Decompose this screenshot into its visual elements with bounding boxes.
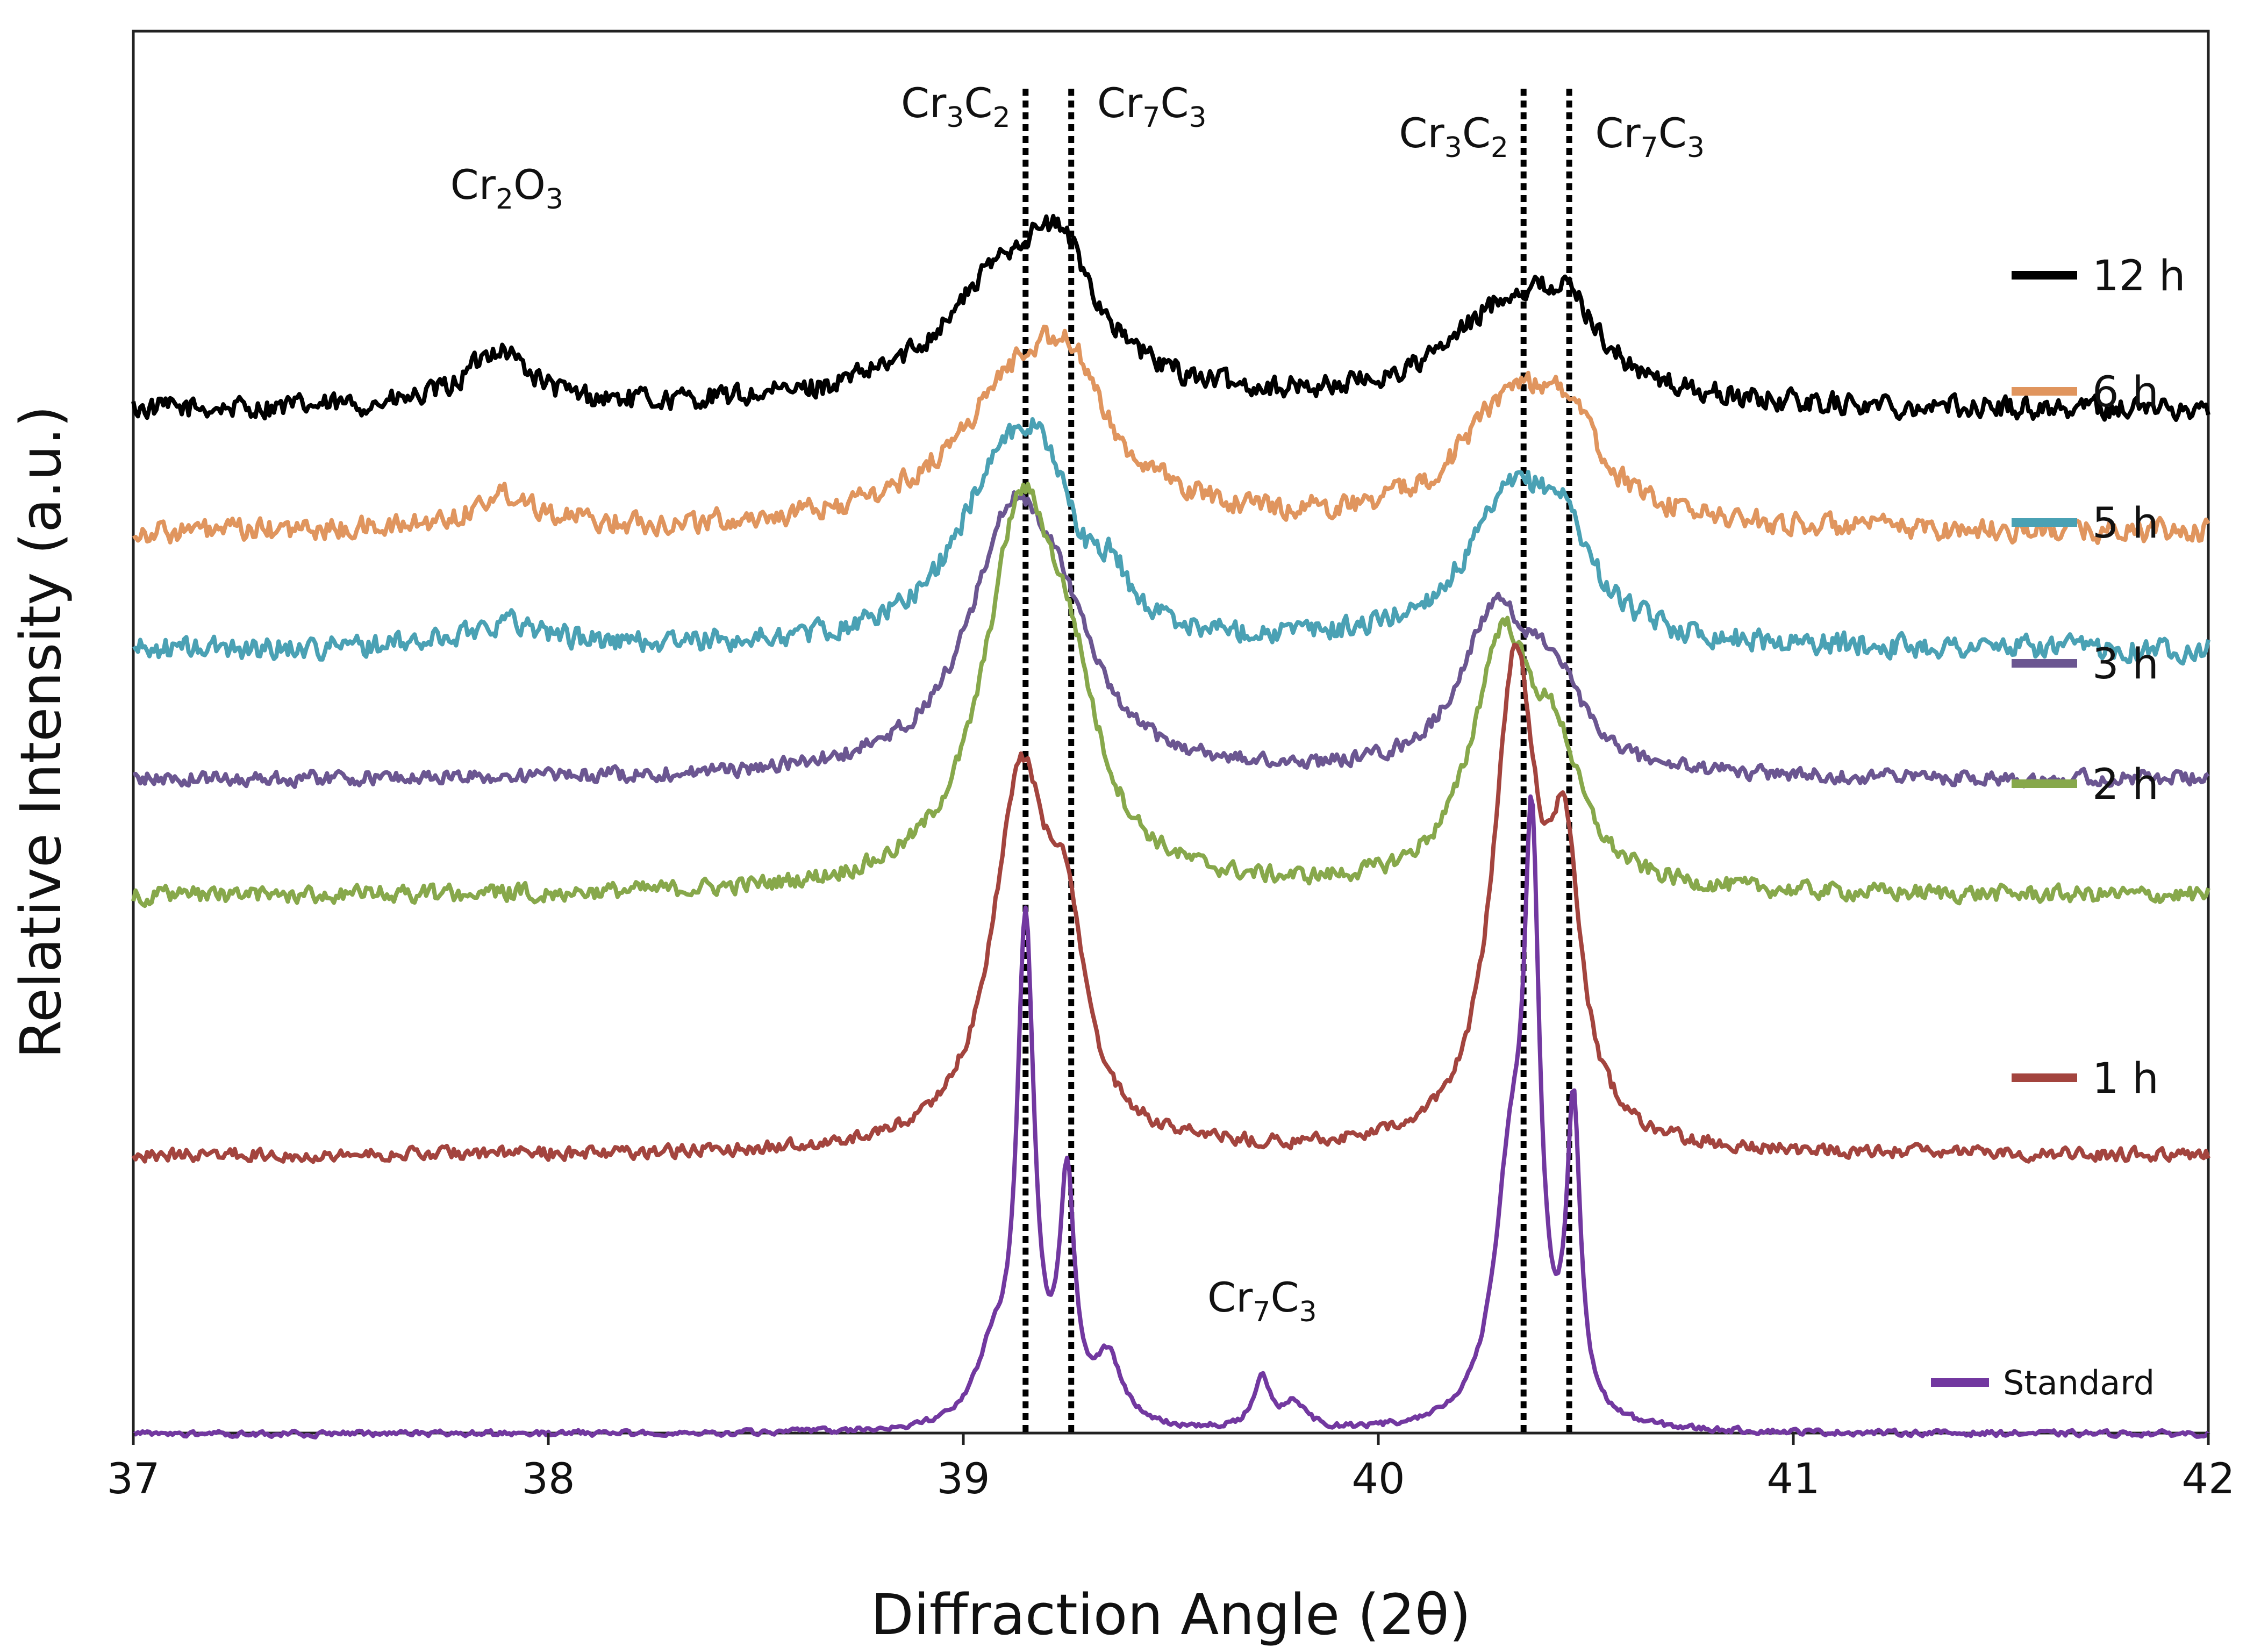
legend-label: 6 h xyxy=(2092,368,2159,417)
legend-label: 1 h xyxy=(2092,1055,2159,1103)
x-tick-label: 39 xyxy=(936,1455,990,1503)
series-line-6-h xyxy=(132,324,2210,545)
phase-label: Cr7C3 xyxy=(1595,109,1705,164)
peak-annotation-label: Cr2O3 xyxy=(450,161,563,216)
plot-frame xyxy=(132,30,2210,1435)
phase-label: Cr3C2 xyxy=(1399,109,1508,164)
legend-label: 2 h xyxy=(2092,761,2159,809)
y-axis-title: Relative Intensity (a.u.) xyxy=(8,405,74,1058)
series-line-standard xyxy=(132,794,2210,1440)
phase-label: Cr3C2 xyxy=(901,79,1011,134)
legend-label: Standard xyxy=(2003,1363,2155,1402)
series-layer xyxy=(131,213,2210,1440)
x-axis-title: Diffraction Angle (2θ) xyxy=(871,1582,1471,1647)
series-line-3-h xyxy=(132,490,2210,789)
legend-label: 12 h xyxy=(2092,252,2185,300)
x-tick-label: 38 xyxy=(521,1455,575,1503)
series-line-1-h xyxy=(131,642,2210,1164)
phase-label: Cr7C3 xyxy=(1097,79,1207,134)
peak-annotation-label: Cr7C3 xyxy=(1207,1273,1317,1328)
annotation-layer: Cr3C2 Cr7C3 Cr3C2 Cr7C3 Cr2O3 Cr7C3 xyxy=(450,79,1705,1328)
legend: 12 h 6 h 5 h 3 h 2 h 1 h Standard xyxy=(1931,252,2185,1402)
x-tick-label: 42 xyxy=(2181,1455,2235,1503)
x-tick-label: 37 xyxy=(106,1455,160,1503)
series-line-5-h xyxy=(132,417,2210,666)
x-tick-label: 41 xyxy=(1766,1455,1820,1503)
series-line-2-h xyxy=(131,482,2210,908)
x-tick-label: 40 xyxy=(1351,1455,1405,1503)
legend-label: 5 h xyxy=(2092,499,2159,548)
series-line-12-h xyxy=(131,213,2210,422)
x-axis-ticks: 37 38 39 40 41 42 xyxy=(106,1433,2235,1503)
legend-label: 3 h xyxy=(2092,640,2159,689)
